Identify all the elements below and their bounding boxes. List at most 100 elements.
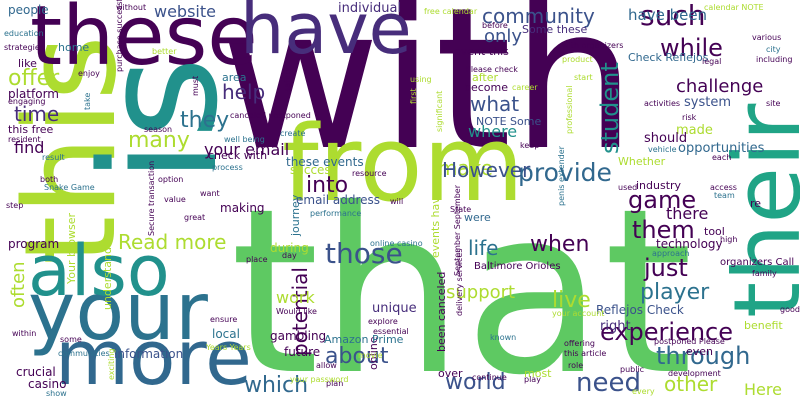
cloud-word: been canceled — [435, 271, 448, 352]
cloud-word: this free — [8, 123, 54, 136]
cloud-word: made — [676, 123, 713, 138]
cloud-word: family — [752, 269, 777, 278]
cloud-word: check with — [208, 149, 268, 162]
cloud-word: journey — [289, 194, 302, 236]
cloud-word: canceled postponed — [230, 111, 311, 120]
cloud-word: Amazon Prime — [324, 333, 404, 346]
cloud-word: future — [284, 345, 321, 359]
cloud-word: through — [656, 342, 751, 370]
cloud-word: that — [230, 159, 694, 400]
cloud-word: performance — [310, 209, 362, 218]
cloud-word: understanding — [101, 230, 114, 310]
cloud-word: local — [212, 327, 240, 341]
cloud-word: play — [524, 375, 541, 384]
cloud-word: event this — [454, 45, 509, 58]
cloud-word: known — [490, 333, 517, 342]
cloud-word: essential — [373, 327, 409, 336]
cloud-word: unique — [372, 301, 417, 316]
cloud-word: place — [246, 255, 268, 264]
cloud-word: most — [524, 367, 552, 380]
cloud-word: offering — [564, 339, 595, 348]
cloud-word: free calendar — [424, 7, 478, 16]
cloud-word: good — [780, 305, 800, 314]
cloud-word: email address — [296, 193, 381, 207]
cloud-word: with — [220, 0, 636, 194]
cloud-word: calendar NOTE — [704, 3, 764, 12]
cloud-word: work — [276, 288, 315, 307]
cloud-word: risk — [682, 113, 697, 122]
cloud-word: re — [750, 197, 762, 210]
cloud-word: resource — [352, 169, 387, 178]
cloud-word: gambling — [270, 329, 327, 343]
cloud-word: benefit — [744, 319, 783, 332]
cloud-word: purchase successful — [115, 0, 124, 72]
cloud-word: each — [712, 153, 732, 162]
cloud-word: game — [628, 186, 697, 214]
cloud-word: plan — [326, 379, 344, 388]
cloud-word: within — [12, 329, 37, 338]
cloud-word: them — [632, 216, 695, 244]
cloud-word: people — [8, 3, 49, 17]
cloud-word: public — [620, 365, 645, 374]
cloud-word: opportunities — [678, 141, 765, 156]
cloud-word: Would like — [276, 307, 317, 316]
cloud-word: also — [28, 230, 170, 312]
cloud-word: have been — [628, 6, 708, 24]
cloud-word: Check Reflejos — [628, 51, 709, 64]
cloud-word: only — [484, 26, 523, 47]
cloud-word: professional — [565, 85, 574, 134]
cloud-word: team — [714, 191, 735, 200]
cloud-word: often — [8, 261, 29, 308]
cloud-word: success — [290, 163, 337, 177]
cloud-word: every — [632, 387, 655, 396]
cloud-word: resident — [8, 135, 41, 144]
cloud-word: these — [30, 0, 258, 84]
cloud-word: become — [464, 81, 509, 94]
cloud-word: right — [600, 319, 631, 334]
cloud-word: used — [618, 183, 638, 192]
cloud-word: support — [446, 282, 516, 303]
cloud-word: when — [530, 232, 590, 257]
cloud-word: vehicle — [648, 145, 677, 154]
cloud-word: should — [644, 131, 688, 146]
cloud-word: your account — [552, 309, 605, 318]
cloud-word: during — [270, 241, 309, 255]
cloud-word: live — [552, 288, 591, 313]
cloud-word: casino — [28, 377, 67, 391]
cloud-word: offer — [8, 66, 60, 91]
cloud-word: need — [576, 368, 641, 398]
cloud-word: provide — [518, 158, 612, 187]
cloud-word: student — [596, 62, 624, 154]
cloud-word: continue — [472, 373, 507, 382]
cloud-word: area — [222, 71, 247, 84]
cloud-word: high — [720, 235, 738, 244]
cloud-word: engaging — [8, 97, 46, 106]
cloud-word: some — [60, 335, 82, 344]
cloud-word: tool — [704, 225, 725, 238]
cloud-word: product — [562, 55, 593, 64]
cloud-word: approach — [652, 249, 690, 258]
cloud-word: site — [766, 99, 781, 108]
cloud-word: more — [55, 313, 252, 400]
cloud-word: city — [766, 45, 781, 54]
cloud-word: result — [42, 153, 65, 162]
cloud-word: both — [40, 175, 59, 184]
cloud-word: into — [306, 173, 349, 198]
cloud-word: were — [464, 211, 491, 224]
cloud-word: time — [14, 102, 60, 126]
cloud-word: Snake Game — [44, 183, 95, 192]
cloud-word: September September — [453, 185, 462, 276]
cloud-word: safety — [283, 67, 292, 92]
cloud-word: online casino — [370, 239, 423, 248]
cloud-word: industry — [636, 179, 682, 192]
cloud-word: Whether — [618, 155, 666, 168]
cloud-word: Reflejos Check — [596, 303, 684, 317]
cloud-word: just — [644, 254, 688, 282]
cloud-word: there — [666, 204, 709, 223]
cloud-word: step — [6, 201, 24, 210]
cloud-word: strategies — [4, 43, 44, 52]
cloud-word: with organizers — [562, 41, 624, 50]
cloud-word: well being — [224, 135, 265, 144]
cloud-word: value — [164, 195, 186, 204]
cloud-word: help — [222, 80, 266, 104]
